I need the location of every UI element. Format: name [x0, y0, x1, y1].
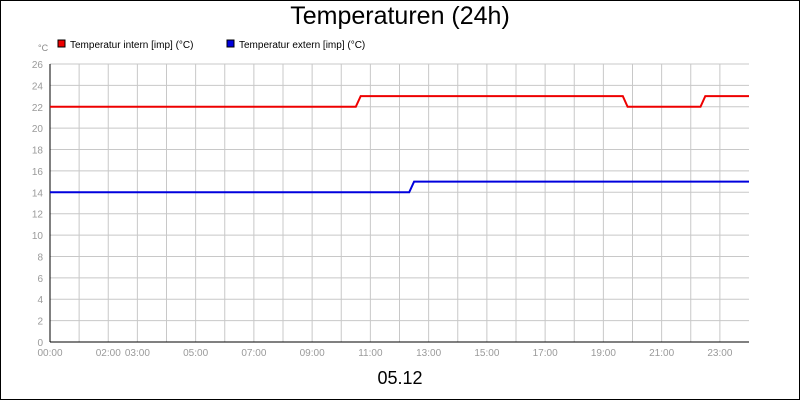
axes — [49, 64, 749, 343]
x-tick-label: 17:00 — [533, 348, 558, 359]
date-label: 05.12 — [377, 368, 423, 388]
x-tick-label: 23:00 — [707, 348, 732, 359]
y-tick-label: 16 — [32, 167, 44, 178]
x-tick-label: 13:00 — [416, 348, 441, 359]
x-tick-label: 00:00 — [37, 348, 62, 359]
legend-swatch — [226, 39, 235, 48]
x-tick-label: 21:00 — [649, 348, 674, 359]
grid-lines — [50, 63, 749, 342]
legend-label: Temperatur extern [imp] (°C) — [239, 40, 365, 51]
y-tick-label: 12 — [32, 210, 44, 221]
y-tick-label: 18 — [32, 146, 44, 157]
y-tick-label: 0 — [37, 338, 43, 349]
chart-title: Temperaturen (24h) — [290, 2, 510, 30]
y-tick-label: 8 — [37, 252, 43, 263]
x-tick-label: 11:00 — [358, 348, 383, 359]
x-tick-label: 15:00 — [474, 348, 499, 359]
y-tick-label: 4 — [37, 295, 43, 306]
legend: Temperatur intern [imp] (°C) Temperatur e… — [57, 39, 365, 51]
y-tick-label: 22 — [32, 103, 44, 114]
x-tick-label: 09:00 — [300, 348, 325, 359]
series-line-1 — [50, 95, 749, 108]
series-lines — [50, 95, 749, 194]
x-tick-labels: 00:00 02:00 03:00 05:00 07:00 09:00 11:00 13:00… — [37, 348, 732, 359]
y-tick-label: 24 — [32, 81, 44, 92]
x-tick-label: 03:00 — [125, 348, 150, 359]
legend-label: Temperatur intern [imp] (°C) — [70, 40, 193, 51]
series-line-2 — [50, 180, 749, 194]
x-tick-label: 02:00 — [96, 348, 121, 359]
x-tick-label: 05:00 — [183, 348, 208, 359]
x-tick-label: 07:00 — [241, 348, 266, 359]
y-tick-label: 6 — [37, 274, 43, 285]
legend-swatch — [57, 39, 66, 48]
x-tick-label: 19:00 — [591, 348, 616, 359]
y-tick-label: 2 — [37, 317, 43, 328]
y-tick-label: 26 — [32, 60, 44, 71]
y-axis-unit: °C — [38, 43, 49, 53]
y-tick-label: 20 — [32, 124, 44, 135]
y-tick-label: 10 — [32, 231, 44, 242]
y-tick-label: 14 — [32, 188, 44, 199]
